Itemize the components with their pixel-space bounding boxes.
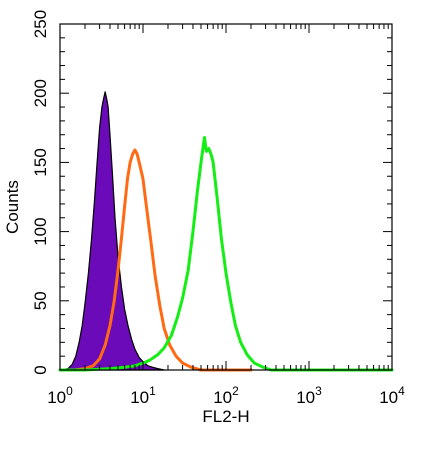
y-tick-label: 200 <box>31 79 50 107</box>
x-tick-label: 101 <box>130 384 156 407</box>
x-tick-label: 104 <box>379 384 405 407</box>
x-tick-label: 102 <box>213 384 239 407</box>
y-tick-label: 50 <box>31 291 50 310</box>
y-tick-label: 150 <box>31 148 50 176</box>
histogram-series-1-filled <box>59 91 165 371</box>
histogram-series-3-line <box>58 135 394 372</box>
y-ticks-layer: 0 50 100 150 200 250 <box>31 10 392 375</box>
y-tick-label: 250 <box>31 10 50 38</box>
x-tick-label: 100 <box>47 384 73 407</box>
histogram-series-2-line <box>58 148 253 372</box>
series-layer <box>58 91 394 372</box>
x-tick-label: 103 <box>296 384 322 407</box>
y-axis-label: Counts <box>3 180 22 234</box>
y-tick-label: 0 <box>31 365 50 374</box>
y-tick-label: 100 <box>31 217 50 245</box>
x-ticks-layer: 100 101 102 103 104 <box>47 24 405 407</box>
x-axis-label: FL2-H <box>202 407 249 426</box>
